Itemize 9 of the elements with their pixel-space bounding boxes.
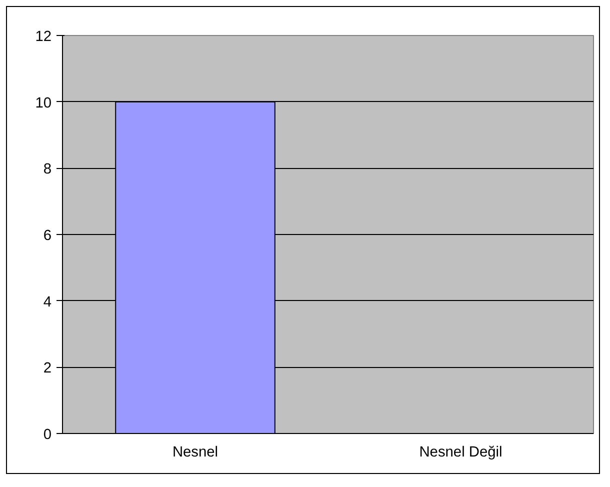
y-tick-label: 4 (43, 294, 52, 310)
x-tick-label: Nesnel (172, 444, 218, 460)
y-tick-label: 0 (43, 427, 52, 443)
x-tick-label: Nesnel Değil (419, 444, 502, 460)
y-tick-label: 8 (43, 162, 52, 178)
y-tick-label: 10 (35, 95, 52, 112)
y-tick-label: 2 (43, 360, 52, 377)
y-tick-label: 6 (43, 228, 52, 244)
y-tick-label: 12 (35, 29, 52, 45)
